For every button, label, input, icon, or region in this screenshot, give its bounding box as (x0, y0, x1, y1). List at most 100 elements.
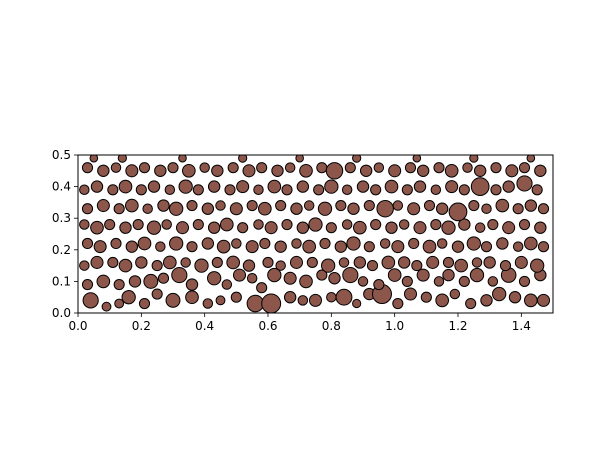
data-circle (178, 155, 187, 163)
data-circle (267, 267, 282, 283)
data-circle (473, 164, 487, 178)
data-circle (143, 273, 159, 289)
data-circle (138, 297, 151, 310)
data-circle (135, 184, 147, 196)
data-circle (202, 298, 214, 309)
data-circle (524, 236, 538, 251)
data-circle (530, 258, 545, 273)
data-circle (142, 203, 153, 214)
data-circle (458, 218, 471, 231)
data-circle (420, 291, 432, 303)
data-circle (274, 240, 287, 253)
data-circle (469, 267, 485, 283)
data-circle (238, 155, 248, 163)
data-circle (121, 290, 136, 305)
data-circle (363, 241, 375, 253)
data-circle (370, 218, 382, 231)
data-circle (444, 163, 459, 178)
data-circle (516, 175, 533, 192)
data-circle (164, 184, 176, 196)
y-tick-label: 0.1 (52, 274, 71, 288)
data-circle (505, 164, 519, 178)
data-circle (215, 200, 226, 211)
data-circle (220, 217, 234, 232)
data-circle (435, 293, 449, 308)
data-circle (245, 240, 259, 254)
data-circle (449, 288, 461, 300)
data-circle (433, 276, 445, 287)
data-circle (79, 184, 90, 196)
data-circle (201, 237, 215, 250)
data-circle (518, 275, 531, 287)
data-circle (216, 239, 231, 254)
data-circle (110, 237, 122, 250)
data-circle (373, 278, 385, 291)
data-circle (483, 256, 496, 269)
data-circle (408, 237, 420, 250)
data-circle (381, 255, 396, 270)
data-circle (416, 268, 430, 282)
data-circle (338, 257, 350, 268)
data-circle (110, 162, 122, 173)
data-circle (296, 180, 310, 193)
data-circle (352, 155, 362, 163)
data-circle (471, 257, 483, 268)
data-circle (271, 164, 284, 178)
data-circle (253, 184, 264, 196)
data-circle (230, 291, 242, 303)
data-circle (128, 275, 142, 288)
data-circle (117, 155, 127, 163)
x-tick-label: 1.2 (448, 319, 467, 333)
data-circle (413, 180, 427, 193)
data-circle (430, 184, 442, 196)
data-circle (536, 293, 551, 307)
data-circle (262, 256, 274, 269)
data-circle (96, 274, 111, 289)
data-circle (229, 202, 243, 216)
data-circle (186, 241, 198, 253)
data-circle (236, 180, 250, 194)
data-circle (481, 203, 492, 214)
data-circle (211, 256, 223, 269)
data-circle (281, 218, 293, 231)
data-circle (524, 293, 538, 308)
data-circle (82, 292, 99, 309)
data-circle (90, 180, 104, 193)
data-circle (356, 180, 370, 193)
data-circle (178, 179, 193, 194)
data-circle (185, 278, 199, 291)
data-circle (366, 260, 379, 272)
data-circle (275, 199, 287, 212)
data-circle (413, 221, 427, 235)
data-circle (167, 162, 179, 174)
data-circle (470, 177, 490, 196)
data-circle (81, 162, 94, 174)
data-circle (388, 164, 402, 178)
data-circle (341, 184, 353, 196)
data-circle (81, 237, 94, 250)
data-circle (118, 179, 133, 194)
data-circle (93, 240, 107, 254)
data-circle (404, 162, 417, 174)
x-tick-label: 0.8 (322, 319, 341, 333)
data-circle (518, 218, 531, 231)
data-circle (442, 256, 455, 269)
data-circle (344, 162, 356, 174)
data-circle (107, 256, 119, 269)
data-circle (373, 162, 385, 173)
data-circle (226, 255, 241, 270)
data-circle (458, 275, 470, 287)
data-circle (256, 282, 268, 294)
data-circle (138, 162, 151, 174)
data-circle (335, 288, 353, 306)
data-circle (518, 162, 531, 174)
data-circle (335, 199, 347, 212)
data-circle (79, 219, 90, 230)
data-circle (215, 295, 226, 306)
data-circle (321, 258, 336, 273)
data-circle (237, 222, 249, 234)
data-circle (113, 278, 125, 291)
data-circle (114, 298, 125, 309)
data-circle (256, 162, 268, 174)
